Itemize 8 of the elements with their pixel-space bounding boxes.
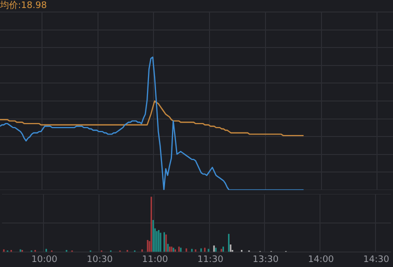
text: 均价:18.98 xyxy=(0,0,48,11)
x-tick-label: 10:00 xyxy=(31,254,58,265)
x-tick-label: 13:30 xyxy=(252,254,279,265)
x-tick-label: 11:30 xyxy=(197,254,224,265)
x-tick-label: 14:00 xyxy=(308,254,334,265)
x-tick-label: 14:30 xyxy=(363,254,390,265)
x-tick-label: 11:00 xyxy=(142,254,168,265)
x-tick-label: 10:30 xyxy=(86,254,113,265)
